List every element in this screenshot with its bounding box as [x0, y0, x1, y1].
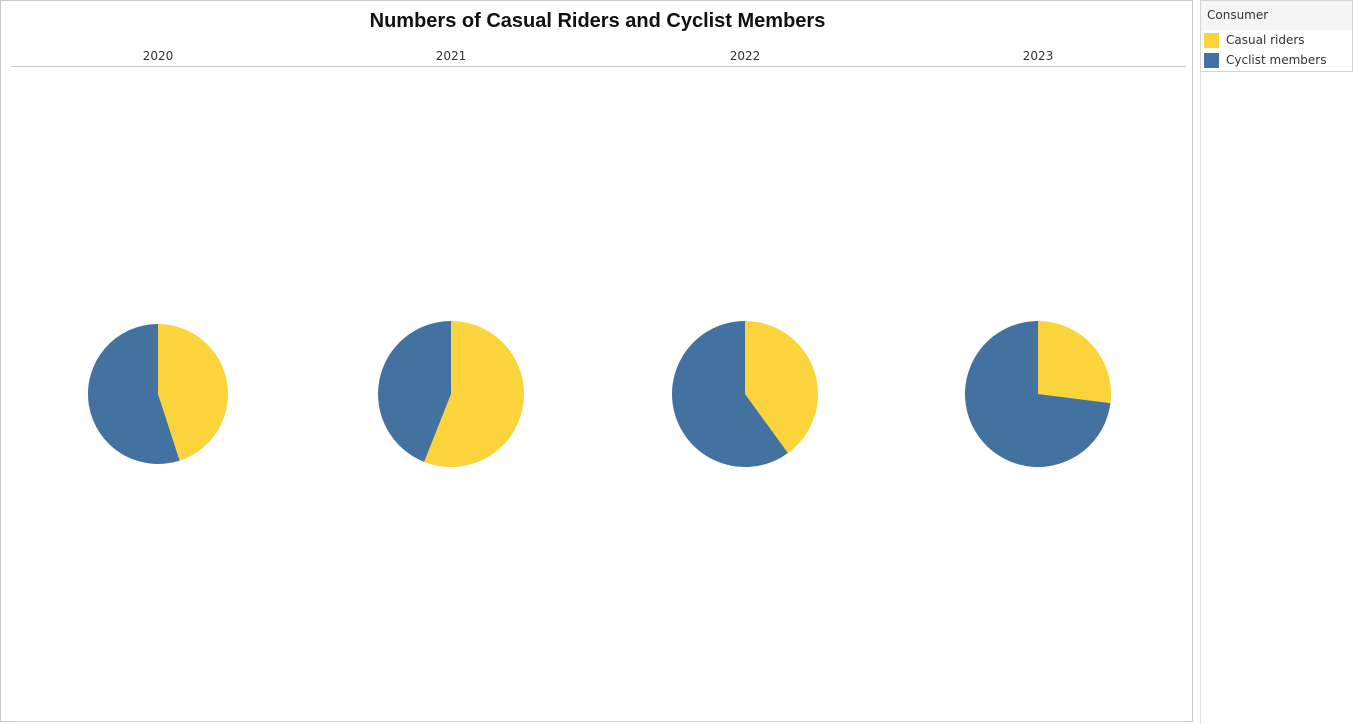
pie-slice-2021-casual-riders[interactable]: [424, 321, 525, 467]
legend-item-casual-riders[interactable]: Casual riders: [1201, 30, 1352, 50]
header-divider: [11, 66, 1186, 67]
chart-title: Numbers of Casual Riders and Cyclist Mem…: [369, 10, 826, 32]
legend-label-casual-riders: Casual riders: [1226, 33, 1305, 47]
legend-label-cyclist-members: Cyclist members: [1226, 53, 1327, 67]
side-divider: [1200, 72, 1201, 724]
year-header-2021: 2021: [435, 49, 467, 63]
year-header-2020: 2020: [142, 49, 174, 63]
pie-slice-2022-casual-riders[interactable]: [745, 321, 819, 454]
pie-charts: [87, 320, 1111, 468]
legend[interactable]: Consumer Casual riders Cyclist members: [1200, 0, 1353, 72]
legend-title: Consumer: [1201, 1, 1352, 30]
pie-slice-2022-cyclist-members[interactable]: [672, 321, 788, 467]
pie-slice-2021-cyclist-members[interactable]: [378, 321, 451, 462]
year-header-2022: 2022: [729, 49, 761, 63]
bottom-divider: [11, 721, 1186, 722]
legend-swatch-casual-riders: [1204, 32, 1219, 48]
pie-slice-2023-casual-riders[interactable]: [1038, 321, 1111, 404]
chart-area: Numbers of Casual Riders and Cyclist Mem…: [0, 0, 1193, 722]
pie-slice-2020-cyclist-members[interactable]: [87, 323, 180, 464]
legend-item-cyclist-members[interactable]: Cyclist members: [1201, 50, 1352, 70]
year-header-2023: 2023: [1022, 49, 1054, 63]
pie-slice-2023-cyclist-members[interactable]: [964, 320, 1111, 468]
legend-swatch-cyclist-members: [1204, 52, 1219, 68]
pie-slice-2020-casual-riders[interactable]: [158, 324, 228, 461]
